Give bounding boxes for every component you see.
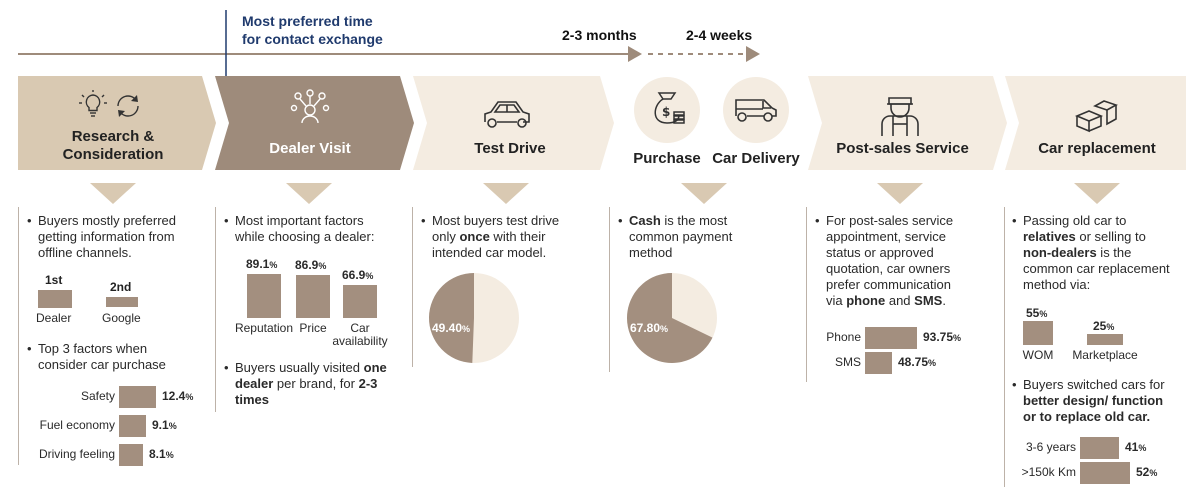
callout-text: Most preferred time for contact exchange — [242, 13, 383, 47]
delivery-icon-circle — [723, 77, 789, 143]
svg-text:$: $ — [662, 105, 670, 119]
pointer-testdrive — [483, 183, 529, 204]
dealer-factor-value: 86.9% — [295, 258, 327, 272]
research-factor-bar — [119, 386, 156, 408]
purchase-bullet: Cash is the most common payment method — [618, 213, 732, 261]
stage-testdrive-title: Test Drive — [474, 140, 546, 157]
dealer-factor-label: availability — [332, 334, 388, 348]
rank-2-bar — [106, 297, 138, 307]
van-icon — [735, 99, 777, 122]
money-bag-icon: $ — [654, 92, 685, 124]
research-factor-bar — [119, 444, 143, 466]
research-factor-label: Safety — [80, 389, 115, 403]
research-factor-label: Fuel economy — [39, 418, 115, 432]
stage-dealer-title: Dealer Visit — [269, 140, 351, 157]
dealer-factor-label: Reputation — [234, 321, 294, 335]
timeline — [18, 10, 760, 80]
research-factor-value: 9.1% — [152, 418, 177, 432]
replacement-method-value: 55% — [1026, 306, 1048, 320]
pointer-purchase — [681, 183, 727, 204]
channel-value: 93.75% — [923, 330, 962, 344]
pointer-replacement — [1074, 183, 1120, 204]
research-factor-value: 12.4% — [162, 389, 194, 403]
rank-1-bar — [38, 290, 72, 308]
reason-bar — [1080, 462, 1130, 484]
dealer-factor-label: Price — [299, 321, 327, 335]
rank-1-name: Dealer — [36, 311, 72, 325]
replacement-method-bar — [1087, 334, 1123, 345]
purchase-pie-value-label: 67.80% — [630, 321, 668, 335]
purchase-icon-circle — [634, 77, 700, 143]
people-network-icon — [290, 89, 330, 124]
reason-label: 3-6 years — [1025, 440, 1076, 454]
stage-delivery-title: Car Delivery — [712, 150, 800, 167]
research-factor-bar — [119, 415, 146, 437]
purchase-pie-value-slice — [627, 273, 713, 363]
stage-postsales-title: Post-sales Service — [836, 140, 969, 157]
timeline-arrow-head — [628, 46, 642, 62]
stage-testdrive-chevron — [413, 76, 614, 170]
rank-2-label: 2nd — [110, 280, 132, 294]
mechanic-icon — [881, 97, 919, 136]
channel-bar — [865, 327, 917, 349]
replacement-method-label: WOM — [1022, 348, 1054, 362]
dealer-factor-bar — [247, 274, 281, 318]
reason-value: 41% — [1125, 440, 1147, 454]
pointer-postsales — [877, 183, 923, 204]
lightbulb-icon — [79, 90, 107, 117]
divider — [609, 207, 610, 372]
reason-value: 52% — [1136, 465, 1158, 479]
divider — [412, 207, 413, 367]
reason-label: >150k Km — [1021, 465, 1076, 479]
testdrive-bullet: Most buyers test drive only once with th… — [421, 213, 559, 261]
replacement-bullet-1: Passing old car to relatives or selling … — [1012, 213, 1170, 293]
timeline-dashed-arrow-head — [746, 46, 760, 62]
refresh-icon — [117, 95, 139, 117]
channel-bar — [865, 352, 892, 374]
divider — [806, 207, 807, 382]
dealer-bullet-2: Buyers usually visited one dealer per br… — [224, 360, 387, 408]
testdrive-pie-value-label: 49.40% — [432, 321, 470, 335]
rank-1-label: 1st — [45, 273, 63, 287]
car-icon — [484, 101, 530, 128]
replacement-method-label: Marketplace — [1072, 348, 1138, 362]
stage-research-chevron — [18, 76, 216, 170]
testdrive-pie: 49.40% — [428, 273, 519, 363]
reason-bar — [1080, 437, 1119, 459]
dealer-factor-value: 66.9% — [342, 268, 374, 282]
stage-research-title: Research & Consideration — [62, 128, 164, 163]
divider — [1004, 207, 1005, 487]
purchase-pie: 67.80% — [627, 273, 717, 363]
divider — [18, 207, 19, 465]
dealer-factor-value: 89.1% — [246, 257, 278, 271]
postsales-bullet: For post-sales service appointment, serv… — [815, 213, 953, 309]
testdrive-pie-value-slice — [428, 273, 474, 363]
duration-label-2: 2-4 weeks — [686, 27, 753, 43]
pointer-research — [90, 183, 136, 204]
research-factor-label: Driving feeling — [38, 447, 115, 461]
channel-label: Phone — [826, 330, 861, 344]
boxes-icon — [1074, 100, 1118, 133]
replacement-bullet-2: Buyers switched cars for better design/ … — [1012, 377, 1165, 425]
rank-2-name: Google — [102, 311, 141, 325]
dealer-factor-bar — [343, 285, 377, 318]
dealer-factor-bar — [296, 275, 330, 318]
stage-dealer-chevron — [215, 76, 414, 170]
stage-purchase-title: Purchase — [633, 150, 701, 167]
research-factor-value: 8.1% — [149, 447, 174, 461]
pointer-dealer — [286, 183, 332, 204]
replacement-method-bar — [1023, 321, 1053, 345]
duration-label-1: 2-3 months — [562, 27, 637, 43]
channel-value: 48.75% — [898, 355, 937, 369]
channel-label: SMS — [834, 355, 861, 369]
replacement-method-value: 25% — [1093, 319, 1115, 333]
divider — [215, 207, 216, 412]
dealer-factor-label: Car — [350, 321, 370, 335]
stage-replacement-chevron — [1005, 76, 1186, 170]
stage-replacement-title: Car replacement — [1038, 140, 1156, 157]
stage-band — [18, 76, 1186, 204]
